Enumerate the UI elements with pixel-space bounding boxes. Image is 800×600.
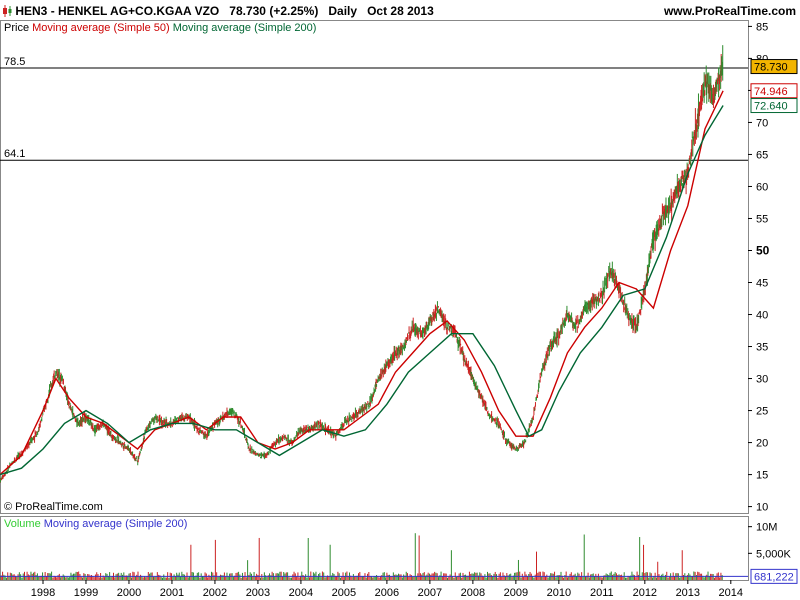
- value-label-ma50: 74.946: [754, 86, 788, 98]
- chart-title: HEN3 - HENKEL AG+CO.KGAA VZO 78.730 (+2.…: [2, 4, 434, 18]
- legend-volume: Volume: [4, 518, 41, 530]
- x-tick-label: 2010: [547, 587, 571, 599]
- value-label-box: [750, 98, 798, 114]
- legend-ma50: Moving average (Simple 50): [32, 22, 170, 34]
- x-tick-label: 2011: [590, 587, 614, 599]
- y-tick-label: 25: [756, 406, 768, 418]
- candlestick-icon: [2, 5, 12, 17]
- value-label-box: [750, 59, 798, 75]
- ma50-line: [0, 90, 724, 476]
- ticker-name: HEN3 - HENKEL AG+CO.KGAA VZO: [15, 4, 220, 18]
- volume-legend: Volume Moving average (Simple 200): [4, 518, 187, 530]
- value-label-ma200: 72.640: [754, 101, 788, 113]
- x-tick-label: 2014: [719, 587, 743, 599]
- period-label: Daily: [328, 4, 358, 18]
- x-tick-label: 1998: [31, 587, 55, 599]
- legend-volume-ma: Moving average (Simple 200): [43, 518, 188, 530]
- y-tick-label: 15: [756, 470, 768, 482]
- x-tick-label: 2006: [375, 587, 399, 599]
- x-tick-label: 2008: [461, 587, 485, 599]
- y-tick-label: 30: [756, 374, 768, 386]
- y-tick-label: 20: [756, 438, 768, 450]
- x-tick-label: 2013: [676, 587, 700, 599]
- legend-price: Price: [4, 22, 30, 34]
- volume-ma-label: 681,222: [754, 571, 794, 583]
- x-tick-label: 2005: [332, 587, 356, 599]
- price-change: 78.730 (+2.25%): [229, 4, 319, 18]
- horizontal-line-label: 78.5: [4, 56, 25, 68]
- x-tick-label: 2001: [160, 587, 184, 599]
- ma200-line: [0, 105, 724, 476]
- y-tick-label: 70: [756, 117, 768, 129]
- y-tick-label: 50: [756, 243, 770, 257]
- x-tick-label: 2004: [289, 587, 313, 599]
- x-tick-label: 2007: [418, 587, 442, 599]
- legend-ma200: Moving average (Simple 200): [172, 22, 317, 34]
- site-label[interactable]: www.ProRealTime.com: [663, 4, 796, 18]
- x-tick-label: 2000: [117, 587, 141, 599]
- y-tick-label: 45: [756, 278, 768, 290]
- volume-tick-label: 5,000K: [756, 548, 792, 560]
- value-label-price: 78.730: [754, 62, 788, 74]
- price-legend: Price Moving average (Simple 50) Moving …: [4, 22, 316, 34]
- y-tick-label: 10: [756, 502, 768, 514]
- x-tick-label: 2003: [246, 587, 270, 599]
- y-tick-label: 35: [756, 342, 768, 354]
- y-tick-label: 40: [756, 310, 768, 322]
- horizontal-line-label: 64.1: [4, 148, 25, 160]
- volume-ma-label-box: [750, 568, 798, 584]
- x-tick-label: 2002: [203, 587, 227, 599]
- y-tick-label: 85: [756, 21, 768, 33]
- x-tick-label: 1999: [74, 587, 98, 599]
- price-panel-frame: [0, 20, 749, 514]
- y-tick-label: 65: [756, 149, 768, 161]
- volume-tick-label: 10M: [756, 522, 777, 534]
- y-tick-label: 55: [756, 213, 768, 225]
- volume-panel-frame: [0, 516, 749, 581]
- value-label-box: [750, 83, 798, 99]
- date-label: Oct 28 2013: [367, 4, 434, 18]
- y-tick-label: 60: [756, 181, 768, 193]
- x-tick-label: 2012: [633, 587, 657, 599]
- x-tick-label: 2009: [504, 587, 528, 599]
- copyright-label: © ProRealTime.com: [4, 501, 103, 513]
